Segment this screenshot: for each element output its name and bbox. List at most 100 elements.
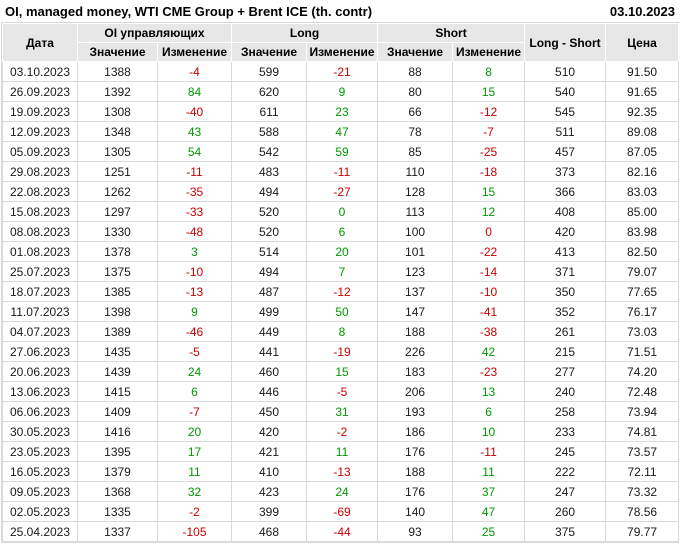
table-row: 25.04.2023 1337 -105 468 -44 93 25 375 79.77	[2, 521, 680, 542]
date-cell: 09.05.2023	[2, 481, 78, 502]
long-change-cell: -5	[306, 381, 379, 402]
oi-change-cell: -105	[156, 521, 233, 542]
short-change-cell: -12	[452, 101, 526, 122]
short-value-cell: 176	[377, 441, 454, 462]
oi-value-cell: 1389	[77, 321, 158, 342]
table-row: 20.06.2023 1439 24 460 15 183 -23 277 74.20	[2, 361, 680, 382]
oi-table-container: Дата OI управляющих Long Short Long - Sh…	[1, 22, 680, 543]
col-header-long-short: Long - Short	[524, 23, 607, 62]
price-cell: 91.50	[605, 61, 680, 82]
long-value-cell: 449	[231, 321, 308, 342]
short-change-cell: 37	[452, 481, 526, 502]
short-change-cell: -10	[452, 281, 526, 302]
short-change-cell: -22	[452, 241, 526, 262]
date-cell: 05.09.2023	[2, 141, 78, 162]
long-value-cell: 487	[231, 281, 308, 302]
long-change-cell: 7	[306, 261, 379, 282]
date-cell: 13.06.2023	[2, 381, 78, 402]
col-subheader-short-value: Значение	[377, 42, 454, 62]
price-cell: 72.48	[605, 381, 680, 402]
table-row: 02.05.2023 1335 -2 399 -69 140 47 260 78.56	[2, 501, 680, 522]
long-short-cell: 222	[524, 461, 607, 482]
oi-value-cell: 1388	[77, 61, 158, 82]
long-value-cell: 446	[231, 381, 308, 402]
price-cell: 77.65	[605, 281, 680, 302]
short-change-cell: -38	[452, 321, 526, 342]
table-row: 13.06.2023 1415 6 446 -5 206 13 240 72.48	[2, 381, 680, 402]
oi-value-cell: 1297	[77, 201, 158, 222]
long-value-cell: 520	[231, 221, 308, 242]
oi-change-cell: 32	[156, 481, 233, 502]
header-sub-row: Значение Изменение Значение Изменение Зн…	[3, 42, 679, 62]
table-row: 15.08.2023 1297 -33 520 0 113 12 408 85.00	[2, 201, 680, 222]
long-short-cell: 233	[524, 421, 607, 442]
long-short-cell: 420	[524, 221, 607, 242]
oi-value-cell: 1379	[77, 461, 158, 482]
table-row: 23.05.2023 1395 17 421 11 176 -11 245 73.57	[2, 441, 680, 462]
price-cell: 87.05	[605, 141, 680, 162]
oi-change-cell: -46	[156, 321, 233, 342]
date-cell: 04.07.2023	[2, 321, 78, 342]
report-date: 03.10.2023	[609, 4, 675, 19]
col-header-price: Цена	[605, 23, 680, 62]
oi-change-cell: -33	[156, 201, 233, 222]
oi-change-cell: 84	[156, 81, 233, 102]
short-change-cell: 42	[452, 341, 526, 362]
col-subheader-oi-change: Изменение	[156, 42, 233, 62]
oi-value-cell: 1337	[77, 521, 158, 542]
short-value-cell: 137	[377, 281, 454, 302]
long-short-cell: 352	[524, 301, 607, 322]
long-short-cell: 277	[524, 361, 607, 382]
long-change-cell: -2	[306, 421, 379, 442]
long-short-cell: 260	[524, 501, 607, 522]
price-cell: 74.81	[605, 421, 680, 442]
oi-value-cell: 1435	[77, 341, 158, 362]
long-short-cell: 258	[524, 401, 607, 422]
long-change-cell: -69	[306, 501, 379, 522]
col-subheader-long-change: Изменение	[306, 42, 379, 62]
price-cell: 73.32	[605, 481, 680, 502]
oi-value-cell: 1409	[77, 401, 158, 422]
table-header: Дата OI управляющих Long Short Long - Sh…	[2, 23, 680, 62]
long-change-cell: 20	[306, 241, 379, 262]
short-change-cell: -23	[452, 361, 526, 382]
price-cell: 79.07	[605, 261, 680, 282]
short-value-cell: 176	[377, 481, 454, 502]
date-cell: 20.06.2023	[2, 361, 78, 382]
long-change-cell: -44	[306, 521, 379, 542]
long-change-cell: 9	[306, 81, 379, 102]
short-value-cell: 88	[377, 61, 454, 82]
short-value-cell: 183	[377, 361, 454, 382]
long-short-cell: 408	[524, 201, 607, 222]
col-group-short: Short	[377, 23, 526, 43]
long-short-cell: 540	[524, 81, 607, 102]
oi-value-cell: 1330	[77, 221, 158, 242]
short-change-cell: -11	[452, 441, 526, 462]
long-short-cell: 245	[524, 441, 607, 462]
col-group-long: Long	[231, 23, 379, 43]
long-value-cell: 421	[231, 441, 308, 462]
oi-value-cell: 1348	[77, 121, 158, 142]
table-row: 06.06.2023 1409 -7 450 31 193 6 258 73.94	[2, 401, 680, 422]
long-value-cell: 611	[231, 101, 308, 122]
date-cell: 03.10.2023	[2, 61, 78, 82]
oi-value-cell: 1335	[77, 501, 158, 522]
date-cell: 01.08.2023	[2, 241, 78, 262]
short-value-cell: 123	[377, 261, 454, 282]
long-value-cell: 588	[231, 121, 308, 142]
long-change-cell: -11	[306, 161, 379, 182]
col-subheader-oi-value: Значение	[77, 42, 158, 62]
date-cell: 06.06.2023	[2, 401, 78, 422]
long-value-cell: 423	[231, 481, 308, 502]
date-cell: 23.05.2023	[2, 441, 78, 462]
long-change-cell: 0	[306, 201, 379, 222]
oi-change-cell: -13	[156, 281, 233, 302]
long-value-cell: 620	[231, 81, 308, 102]
price-cell: 74.20	[605, 361, 680, 382]
short-value-cell: 206	[377, 381, 454, 402]
table-row: 05.09.2023 1305 54 542 59 85 -25 457 87.05	[2, 141, 680, 162]
long-change-cell: 11	[306, 441, 379, 462]
table-row: 26.09.2023 1392 84 620 9 80 15 540 91.65	[2, 81, 680, 102]
oi-value-cell: 1308	[77, 101, 158, 122]
